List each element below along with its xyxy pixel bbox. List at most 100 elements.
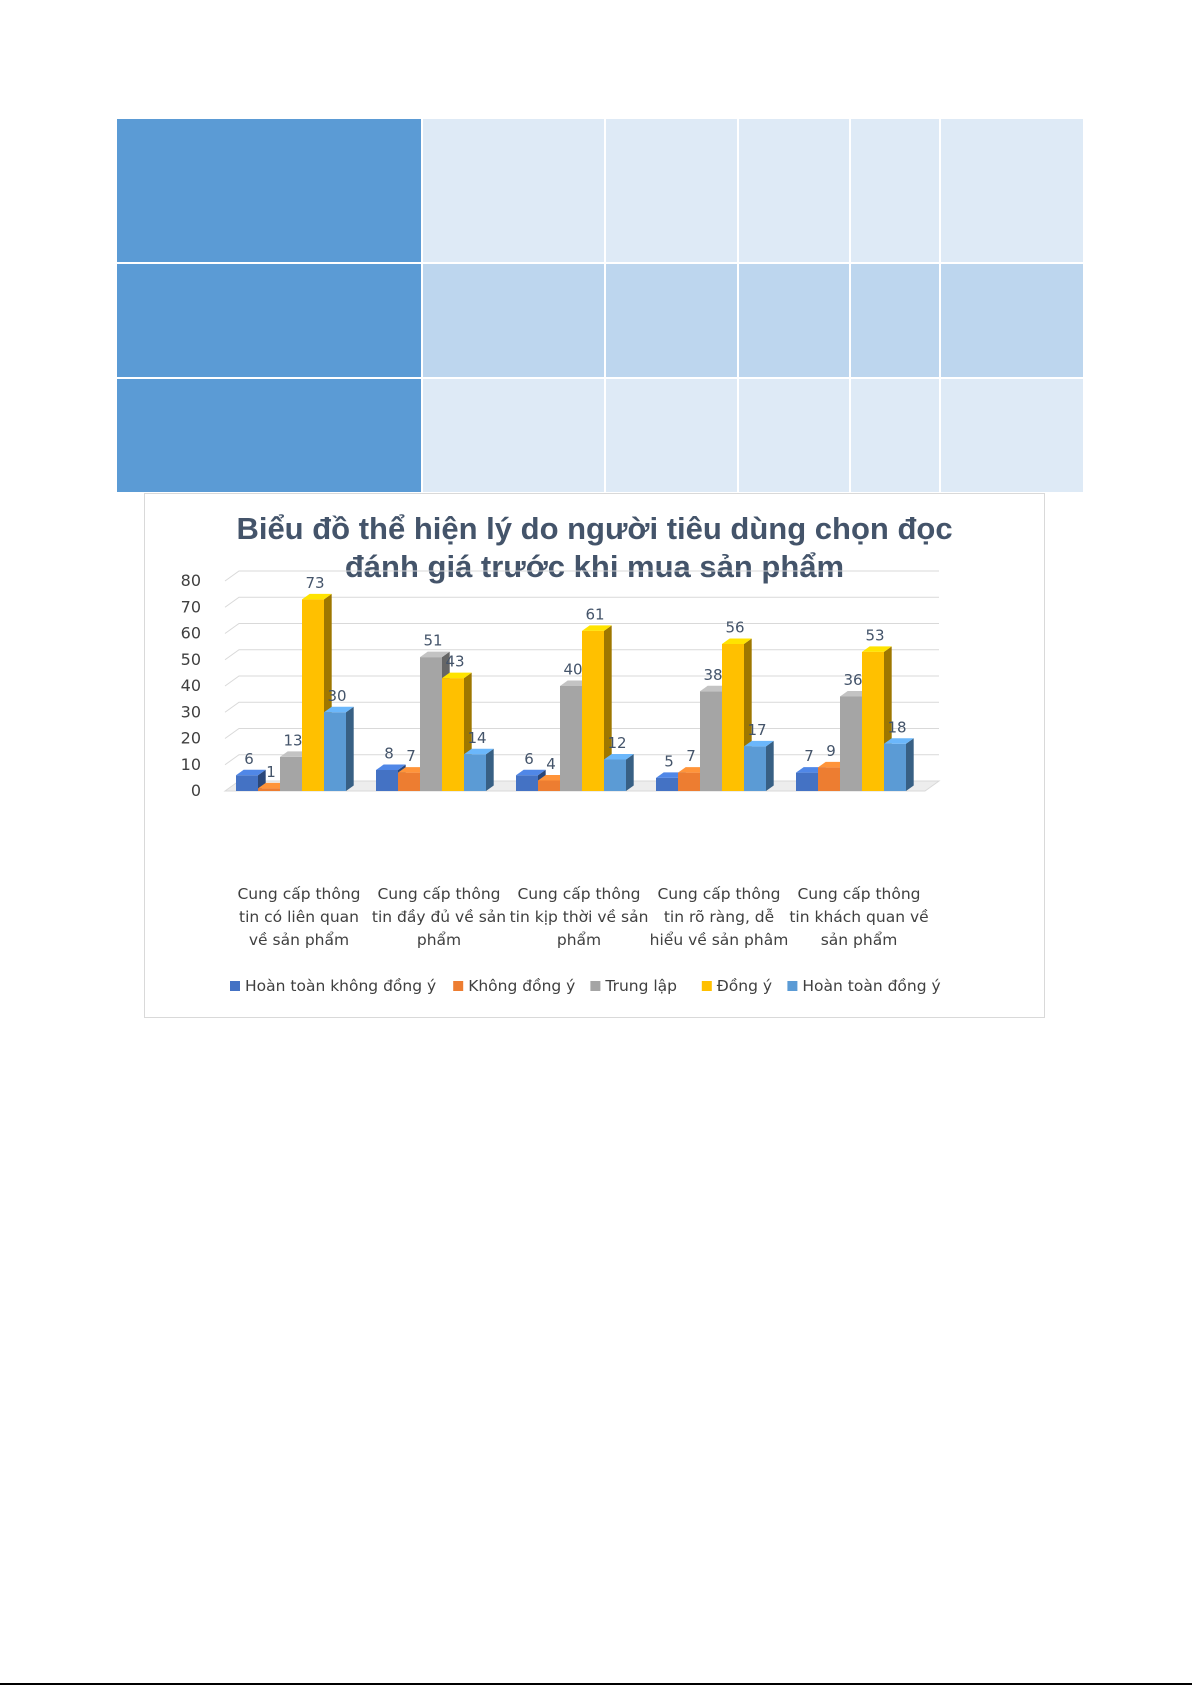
bar-top	[324, 706, 354, 713]
gridline	[224, 623, 939, 634]
data-label: 6	[244, 750, 254, 768]
gridline	[224, 675, 939, 687]
bar	[516, 775, 538, 791]
table-cell	[737, 377, 851, 494]
table-cell	[939, 377, 1085, 494]
data-label: 73	[305, 574, 324, 592]
legend-swatch	[787, 981, 798, 991]
x-tick-label: tin rõ ràng, dễ	[664, 908, 774, 926]
bar	[442, 678, 464, 791]
data-label: 53	[865, 626, 884, 644]
bar	[258, 788, 280, 791]
bar-top	[744, 740, 774, 747]
bar	[678, 772, 700, 791]
bar-top	[582, 625, 612, 631]
table-cell	[115, 117, 423, 264]
data-label: 8	[384, 745, 394, 763]
bar	[538, 780, 560, 791]
table-cell	[849, 117, 941, 264]
legend-label: Hoàn toàn không đồng ý	[245, 977, 436, 995]
table-cell	[939, 117, 1085, 264]
bar-side	[626, 754, 634, 791]
bar	[862, 651, 884, 791]
bar	[464, 754, 486, 791]
bar-top	[884, 738, 914, 744]
data-label: 56	[725, 619, 744, 637]
bar-top	[302, 593, 332, 600]
bar-top	[722, 638, 752, 644]
bar-top	[516, 769, 546, 776]
bar-side	[486, 748, 494, 791]
bar	[420, 657, 442, 791]
data-label: 7	[804, 747, 814, 765]
bar-side	[604, 625, 612, 791]
data-label: 38	[703, 666, 722, 684]
bar	[656, 777, 678, 791]
gridline	[224, 596, 939, 608]
gridline	[224, 649, 939, 661]
legend-label: Không đồng ý	[468, 977, 575, 995]
bar-top	[420, 651, 450, 658]
bar-top	[236, 769, 266, 776]
table-cell	[604, 377, 739, 494]
bar	[302, 599, 324, 791]
page-bottom-rule	[0, 1683, 1192, 1685]
x-tick-label: sản phẩm	[821, 931, 898, 949]
data-label: 51	[423, 632, 442, 650]
x-tick-label: tin kịp thời về sản	[510, 908, 649, 926]
data-label: 43	[445, 653, 464, 671]
legend-swatch	[230, 981, 240, 991]
x-tick-label: hiểu về sản phâm	[650, 931, 789, 949]
bar	[324, 712, 346, 791]
y-tick-label: 30	[181, 702, 201, 721]
data-label: 4	[546, 755, 556, 773]
x-tick-label: tin khách quan về	[789, 908, 928, 926]
data-label: 30	[327, 687, 346, 705]
table-cell	[604, 117, 739, 264]
x-tick-label: Cung cấp thông	[377, 885, 500, 903]
table-cell	[604, 262, 739, 379]
bar	[280, 756, 302, 791]
table-row	[115, 262, 1085, 379]
legend-label: Trung lập	[604, 977, 677, 995]
x-tick-label: Cung cấp thông	[797, 885, 920, 903]
y-tick-label: 40	[181, 676, 201, 695]
bar	[722, 644, 744, 791]
y-tick-label: 10	[181, 755, 201, 774]
legend-swatch	[590, 981, 601, 991]
table-cell	[737, 262, 851, 379]
y-tick-label: 50	[181, 650, 201, 669]
x-tick-label: Cung cấp thông	[657, 885, 780, 903]
data-label: 6	[524, 750, 534, 768]
table-cell	[115, 377, 423, 494]
data-label: 40	[563, 661, 582, 679]
y-tick-label: 80	[181, 571, 201, 590]
x-tick-label: phẩm	[417, 931, 461, 949]
legend-label: Đồng ý	[717, 977, 772, 995]
bar-side	[766, 740, 774, 791]
table-cell	[737, 117, 851, 264]
bar	[796, 772, 818, 791]
data-label: 1	[266, 763, 276, 781]
bar	[398, 772, 420, 791]
data-label: 17	[747, 721, 766, 739]
x-tick-label: về sản phẩm	[249, 931, 349, 949]
bar-top	[862, 646, 892, 652]
bar	[884, 743, 906, 791]
data-label: 9	[826, 742, 836, 760]
legend-swatch	[701, 981, 712, 991]
y-tick-label: 20	[181, 729, 201, 748]
bar-side	[906, 738, 914, 791]
table-row	[115, 377, 1085, 494]
table-cell	[115, 262, 423, 379]
x-tick-label: Cung cấp thông	[237, 885, 360, 903]
bar	[744, 746, 766, 791]
bar	[582, 630, 604, 791]
y-tick-label: 70	[181, 597, 201, 616]
data-label: 7	[686, 747, 696, 765]
data-label: 36	[843, 671, 862, 689]
table-cell	[421, 377, 606, 494]
bar	[604, 759, 626, 791]
header-table	[115, 117, 1085, 494]
chart-title: Biểu đồ thể hiện lý do người tiêu dùng c…	[236, 511, 953, 584]
